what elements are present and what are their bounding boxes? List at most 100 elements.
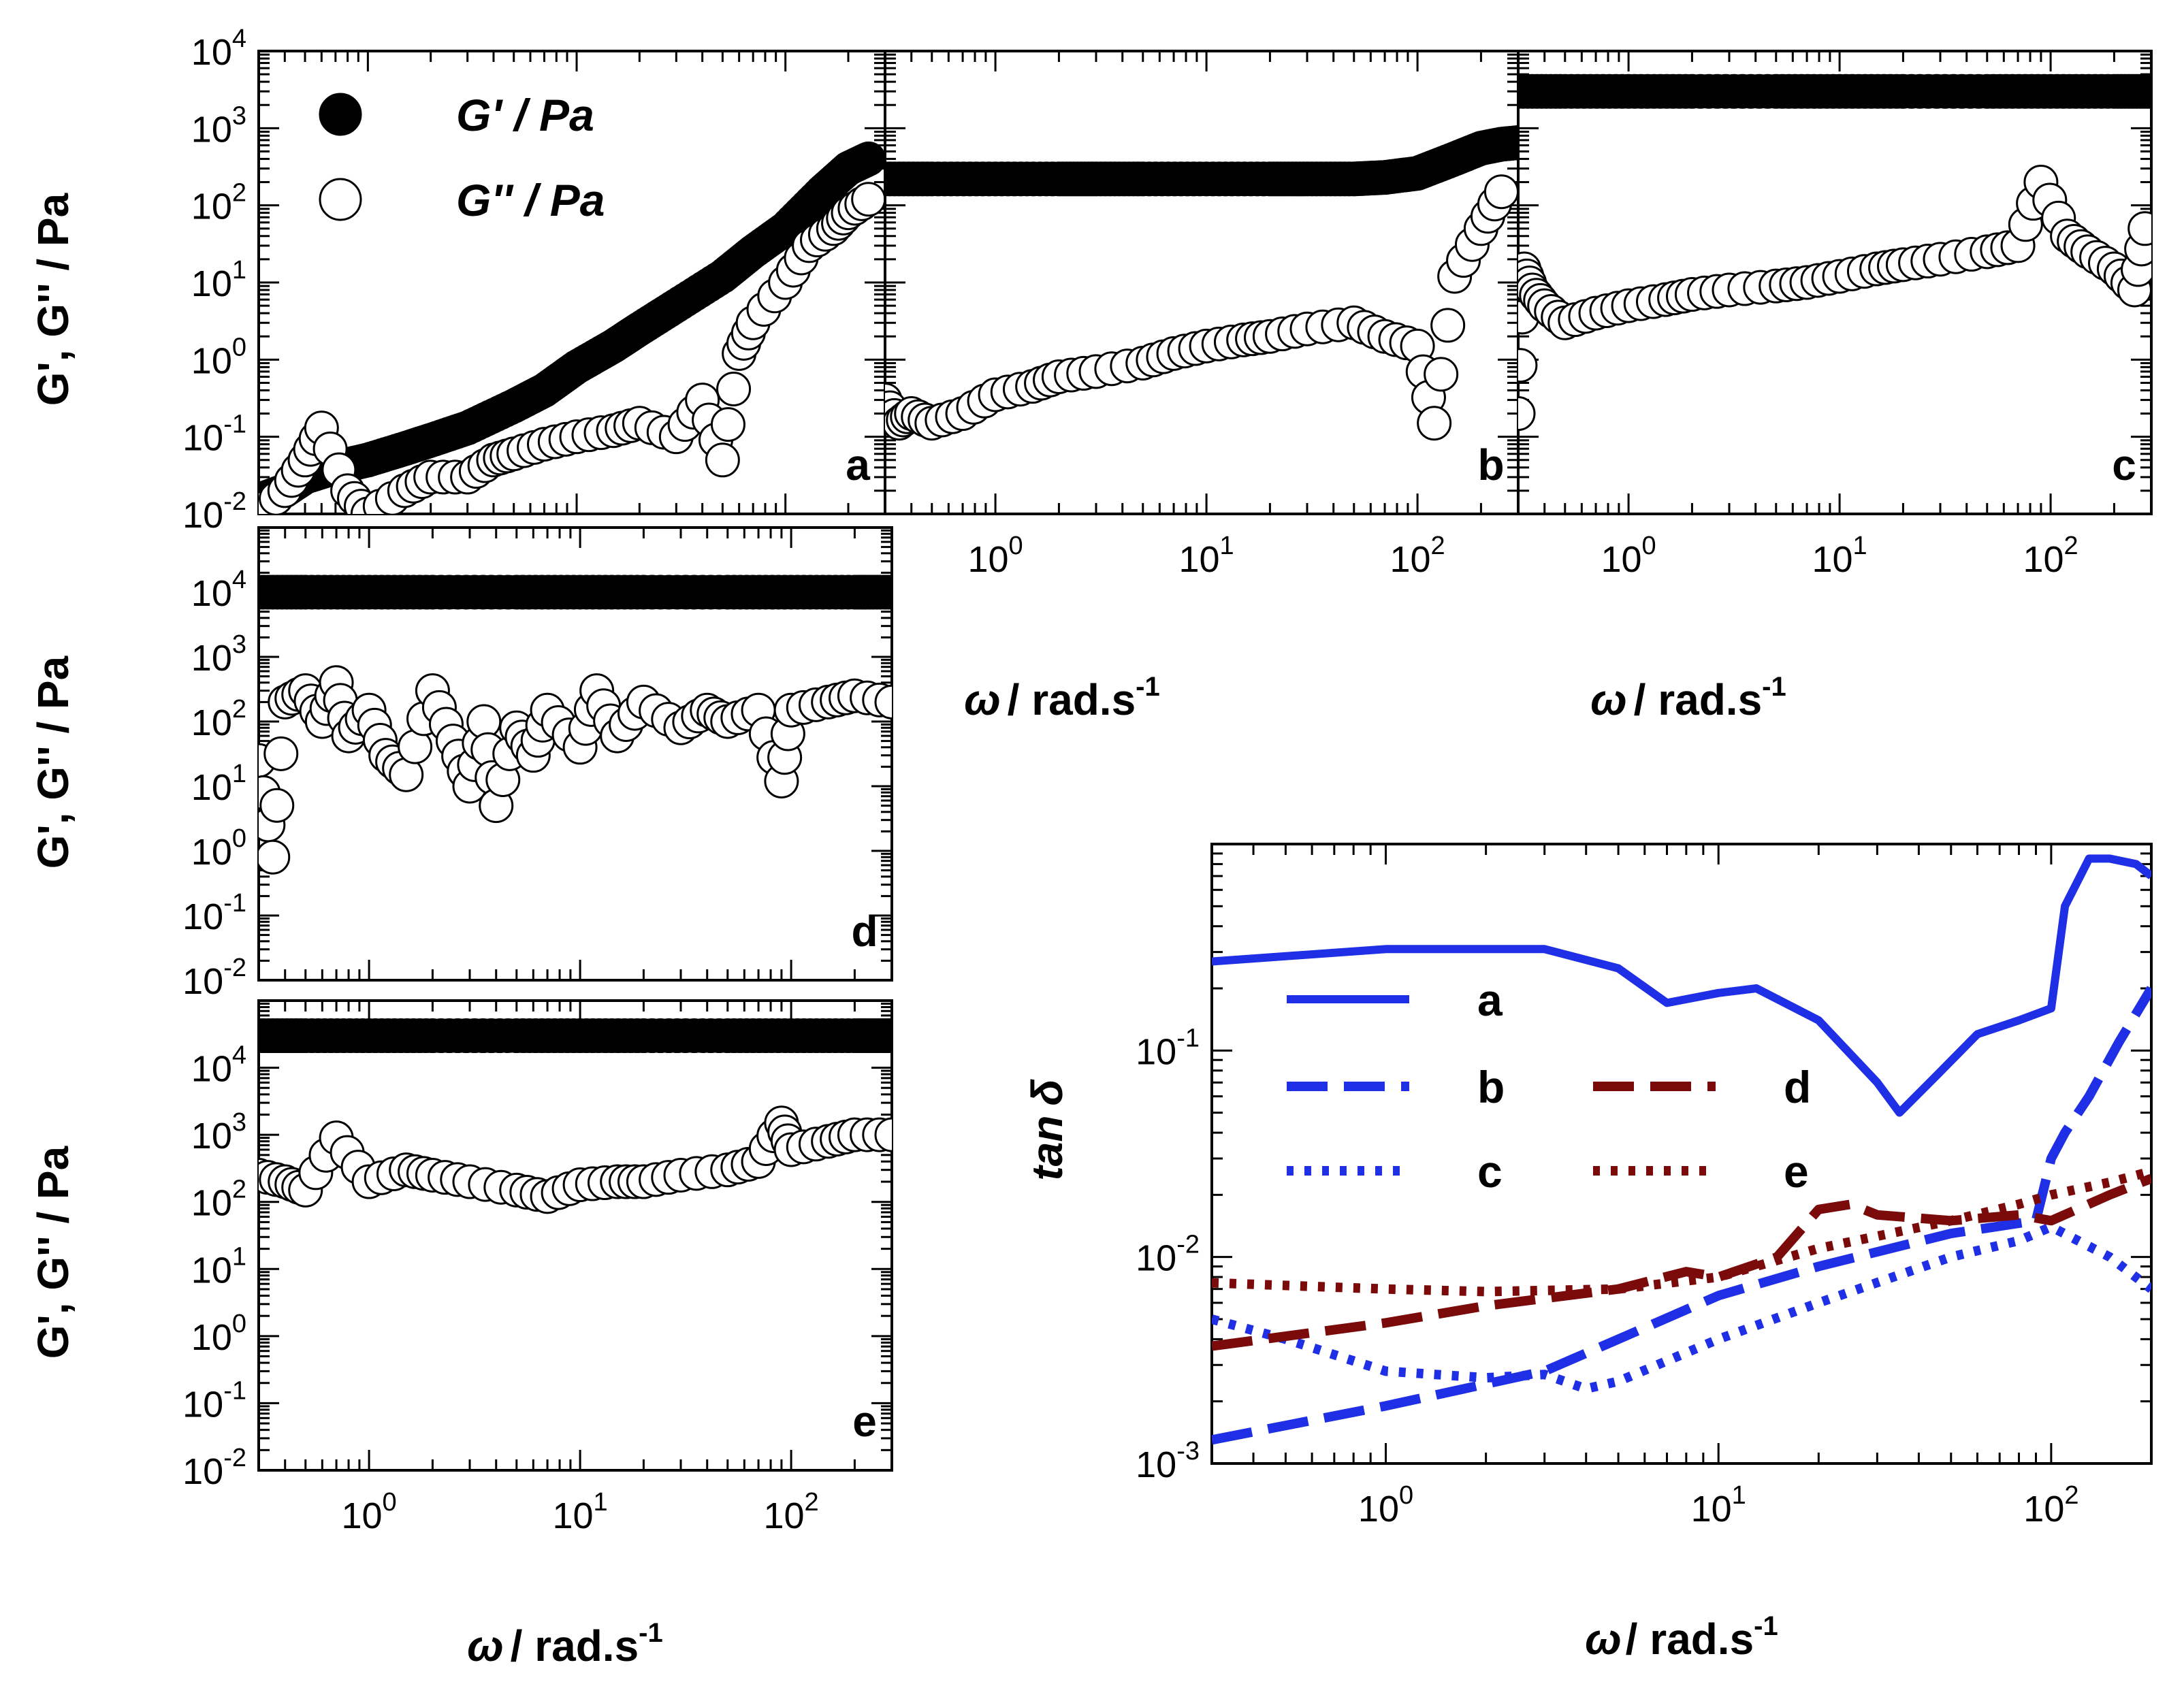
tick-exponent: -2 — [1176, 1231, 1200, 1259]
x-title-text: / rad.s — [1634, 675, 1763, 724]
plot-frame — [257, 999, 893, 1472]
tick-base: 10 — [1601, 539, 1641, 580]
delta-symbol: δ — [1023, 1079, 1072, 1106]
x-tick-label: 101 — [1691, 1481, 1746, 1530]
tick-exponent: 1 — [232, 256, 246, 285]
x-title-text: / rad.s — [1626, 1615, 1754, 1664]
x-tick-label: 100 — [1601, 532, 1656, 580]
x-tick-label: 102 — [2023, 532, 2078, 580]
x-title-exponent: -1 — [1762, 672, 1786, 702]
plot-frame — [884, 50, 1520, 515]
y-tick-label: 101 — [191, 1242, 246, 1291]
y-tick-label: 10-1 — [1136, 1024, 1200, 1072]
y-tick-label: 103 — [191, 101, 246, 150]
tick-exponent: 1 — [594, 1488, 608, 1517]
x-title-exponent: -1 — [639, 1618, 663, 1648]
tick-base: 10 — [191, 109, 232, 150]
x-axis-title-tan: ω/ rad.s-1 — [1585, 1611, 1778, 1664]
axis-ticks — [1210, 843, 2153, 1465]
data-point-open — [705, 442, 740, 478]
series-g-double-prime — [259, 182, 885, 514]
y-axis-title-tan: tan δ — [1023, 1079, 1072, 1181]
tick-exponent: 2 — [2064, 1481, 2078, 1510]
tick-exponent: 1 — [232, 760, 246, 788]
panel-letter-b: b — [1477, 440, 1504, 489]
data-point-open — [1483, 174, 1518, 210]
series-g-double-prime — [1518, 165, 2151, 432]
panel-letter-e: e — [852, 1397, 877, 1446]
tick-exponent: 3 — [232, 1108, 246, 1137]
tick-base: 10 — [1390, 539, 1430, 580]
tick-base: 10 — [967, 539, 1008, 580]
x-title-text: / rad.s — [511, 1621, 639, 1670]
tick-base: 10 — [191, 767, 232, 808]
tick-exponent: 0 — [1642, 532, 1656, 560]
tick-exponent: 4 — [232, 1041, 246, 1070]
omega-symbol: ω — [467, 1621, 503, 1670]
plot-area — [1212, 854, 2151, 1445]
tick-base: 10 — [552, 1495, 593, 1536]
tick-base: 10 — [182, 495, 223, 536]
tick-exponent: -1 — [223, 1376, 246, 1405]
y-axis-title-e: G', G'' / Pa — [29, 1146, 78, 1359]
x-axis-title-e: ω / rad.s-1 — [467, 1618, 663, 1670]
data-point-open — [263, 736, 299, 771]
tick-exponent: -1 — [223, 889, 246, 918]
tick-base: 10 — [182, 418, 223, 459]
y-tick-label: 10-2 — [182, 487, 246, 536]
omega-symbol: ω — [964, 675, 1000, 724]
tick-base: 10 — [182, 961, 223, 1002]
x-tick-label: 101 — [1178, 532, 1234, 580]
tick-exponent: -3 — [1176, 1437, 1200, 1466]
tick-exponent: 3 — [232, 101, 246, 130]
tick-exponent: 3 — [232, 630, 246, 659]
tick-base: 10 — [763, 1495, 804, 1536]
tick-base: 10 — [191, 1116, 232, 1156]
tick-base: 10 — [191, 1317, 232, 1358]
tick-base: 10 — [191, 832, 232, 873]
tick-exponent: 0 — [232, 333, 246, 361]
data-point-open — [2127, 211, 2151, 246]
series-g-double-prime — [259, 1105, 892, 1214]
legend-label: G' / Pa — [456, 90, 594, 140]
y-tick-label: 10-1 — [182, 889, 246, 937]
tick-base: 10 — [1136, 1031, 1176, 1072]
y-axis-title-a: G', G'' / Pa — [29, 193, 78, 406]
plot-frame — [1210, 843, 2153, 1465]
x-tick-label: 100 — [1358, 1481, 1413, 1530]
plot-area — [259, 141, 885, 514]
x-axis-title-c: ω / rad.s-1 — [1590, 672, 1786, 724]
data-point-open — [710, 407, 745, 442]
x-title-text: / rad.s — [1008, 675, 1136, 724]
x-tick-label: 101 — [1812, 532, 1867, 580]
axis-ticks — [1517, 50, 2153, 515]
y-tick-label: 100 — [191, 1310, 246, 1358]
tick-exponent: 2 — [1431, 532, 1445, 560]
legend-label-b: b — [1477, 1062, 1505, 1112]
tick-exponent: 0 — [1009, 532, 1023, 560]
tick-exponent: 0 — [232, 1310, 246, 1338]
tick-base: 10 — [191, 1049, 232, 1090]
tick-exponent: -1 — [1176, 1024, 1200, 1052]
tick-base: 10 — [191, 573, 232, 614]
y-tick-label: 103 — [191, 630, 246, 679]
legend-a: G' / Pa G'' / Pa — [319, 90, 605, 225]
plot-area — [1518, 74, 2151, 432]
y-tick-label: 104 — [191, 25, 246, 73]
tick-exponent: 2 — [232, 179, 246, 208]
series-g-prime — [1518, 74, 2151, 109]
tick-base: 10 — [1358, 1489, 1399, 1530]
tick-base: 10 — [341, 1495, 382, 1536]
data-point-open — [851, 182, 885, 217]
series-g-double-prime — [259, 665, 892, 875]
x-tick-label: 100 — [341, 1488, 396, 1536]
tick-base: 10 — [191, 32, 232, 73]
series-g-double-prime — [885, 174, 1518, 441]
data-point-open — [874, 1117, 892, 1152]
series-line-c — [1212, 1222, 2151, 1394]
data-point-open — [1518, 348, 1538, 383]
